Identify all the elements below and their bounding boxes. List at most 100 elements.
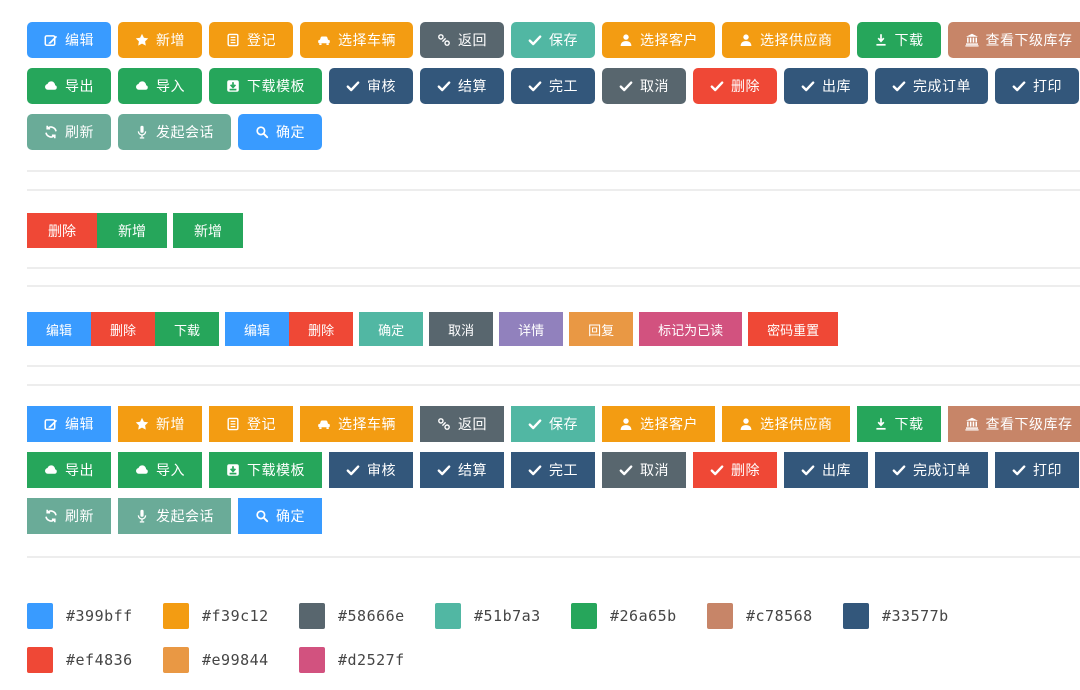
view-sub-inventory-button[interactable]: 查看下级库存: [947, 406, 1080, 442]
user-icon: [619, 417, 633, 431]
delete-button[interactable]: 删除: [289, 312, 354, 346]
button-label: 密码重置: [767, 322, 820, 338]
import-button[interactable]: 导入: [118, 452, 202, 488]
edit-button[interactable]: 编辑: [225, 312, 290, 346]
confirm-button[interactable]: 确定: [238, 114, 322, 150]
palette-item: #58666e: [299, 603, 435, 629]
download-button[interactable]: 下载: [155, 312, 220, 346]
select-customer-button[interactable]: 选择客户: [602, 22, 715, 58]
car-icon: [317, 33, 331, 47]
check-icon: [346, 79, 360, 93]
back-button[interactable]: 返回: [420, 406, 504, 442]
download-template-button[interactable]: 下载模板: [209, 452, 322, 488]
print-button[interactable]: 打印: [995, 452, 1079, 488]
select-supplier-button[interactable]: 选择供应商: [722, 406, 850, 442]
download-box-icon: [226, 463, 240, 477]
finish-button[interactable]: 完工: [511, 68, 595, 104]
password-reset-button[interactable]: 密码重置: [748, 312, 839, 346]
button-label: 审核: [367, 78, 396, 94]
add-button[interactable]: 新增: [97, 213, 167, 248]
select-supplier-button[interactable]: 选择供应商: [722, 22, 850, 58]
details-button[interactable]: 详情: [499, 312, 564, 346]
link-icon: [437, 417, 451, 431]
button-label: 新增: [194, 222, 222, 239]
cancel-button[interactable]: 取消: [602, 452, 686, 488]
button-label: 新增: [118, 222, 146, 239]
refresh-button[interactable]: 刷新: [27, 114, 111, 150]
bank-icon: [964, 33, 979, 47]
cancel-button[interactable]: 取消: [429, 312, 494, 346]
view-sub-inventory-button[interactable]: 查看下级库存: [947, 22, 1080, 58]
complete-order-button[interactable]: 完成订单: [875, 452, 988, 488]
select-vehicle-button[interactable]: 选择车辆: [300, 406, 413, 442]
stock-out-button[interactable]: 出库: [784, 68, 868, 104]
export-button[interactable]: 导出: [27, 68, 111, 104]
refresh-button[interactable]: 刷新: [27, 498, 111, 534]
add-button[interactable]: 新增: [118, 406, 202, 442]
button-label: 打印: [1033, 78, 1062, 94]
reply-button[interactable]: 回复: [569, 312, 634, 346]
register-button[interactable]: 登记: [209, 406, 293, 442]
toolbar-row: 刷新 发起会话 确定: [27, 114, 1080, 150]
small-button-group-row: 编辑 删除 下载 编辑 删除 确定 取消 详情 回复 标记为已读 密码重置: [27, 287, 1080, 346]
finish-button[interactable]: 完工: [511, 452, 595, 488]
button-label: 下载: [174, 322, 201, 338]
save-button[interactable]: 保存: [511, 22, 595, 58]
palette-item: #c78568: [707, 603, 843, 629]
edit-button[interactable]: 编辑: [27, 22, 111, 58]
download-icon: [874, 33, 888, 47]
back-button[interactable]: 返回: [420, 22, 504, 58]
delete-button[interactable]: 删除: [693, 452, 777, 488]
color-swatch: [27, 603, 53, 629]
import-button[interactable]: 导入: [118, 68, 202, 104]
button-label: 编辑: [65, 416, 94, 432]
confirm-button[interactable]: 确定: [238, 498, 322, 534]
select-customer-button[interactable]: 选择客户: [602, 406, 715, 442]
print-button[interactable]: 打印: [995, 68, 1079, 104]
select-vehicle-button[interactable]: 选择车辆: [300, 22, 413, 58]
start-conversation-button[interactable]: 发起会话: [118, 114, 231, 150]
edit-button[interactable]: 编辑: [27, 406, 111, 442]
button-label: 选择车辆: [338, 32, 396, 48]
complete-order-button[interactable]: 完成订单: [875, 68, 988, 104]
mark-as-read-button[interactable]: 标记为已读: [639, 312, 743, 346]
star-icon: [135, 417, 149, 431]
button-label: 回复: [588, 322, 615, 338]
download-button[interactable]: 下载: [856, 406, 941, 442]
register-button[interactable]: 登记: [209, 22, 293, 58]
edit-button[interactable]: 编辑: [27, 312, 92, 346]
download-template-button[interactable]: 下载模板: [209, 68, 322, 104]
add-button[interactable]: 新增: [118, 22, 202, 58]
settle-button[interactable]: 结算: [420, 452, 504, 488]
cancel-button[interactable]: 取消: [602, 68, 686, 104]
download-box-icon: [226, 79, 240, 93]
button-label: 确定: [276, 124, 305, 140]
add-button[interactable]: 新增: [173, 213, 243, 248]
color-swatch: [163, 603, 189, 629]
audit-button[interactable]: 审核: [329, 68, 413, 104]
color-hex-label: #f39c12: [202, 607, 269, 625]
confirm-button[interactable]: 确定: [359, 312, 424, 346]
button-label: 发起会话: [156, 124, 214, 140]
color-swatch: [707, 603, 733, 629]
delete-button[interactable]: 删除: [91, 312, 156, 346]
export-button[interactable]: 导出: [27, 452, 111, 488]
delete-button[interactable]: 删除: [693, 68, 777, 104]
button-label: 出库: [822, 78, 851, 94]
save-button[interactable]: 保存: [511, 406, 595, 442]
check-icon: [892, 463, 906, 477]
download-button[interactable]: 下载: [856, 22, 941, 58]
button-label: 编辑: [46, 322, 73, 338]
delete-button[interactable]: 删除: [27, 213, 97, 248]
toolbar-rounded: 编辑 新增 登记 选择车辆 返回 保存 选择客户 选择供应商 下载 查看下级库存导出 导入 下载模板 审…: [27, 0, 1080, 150]
audit-button[interactable]: 审核: [329, 452, 413, 488]
user-icon: [739, 417, 753, 431]
button-label: 导出: [65, 78, 94, 94]
button-label: 返回: [458, 416, 487, 432]
divider: [27, 365, 1080, 367]
settle-button[interactable]: 结算: [420, 68, 504, 104]
check-icon: [619, 79, 633, 93]
stock-out-button[interactable]: 出库: [784, 452, 868, 488]
color-hex-label: #e99844: [202, 651, 269, 669]
start-conversation-button[interactable]: 发起会话: [118, 498, 231, 534]
